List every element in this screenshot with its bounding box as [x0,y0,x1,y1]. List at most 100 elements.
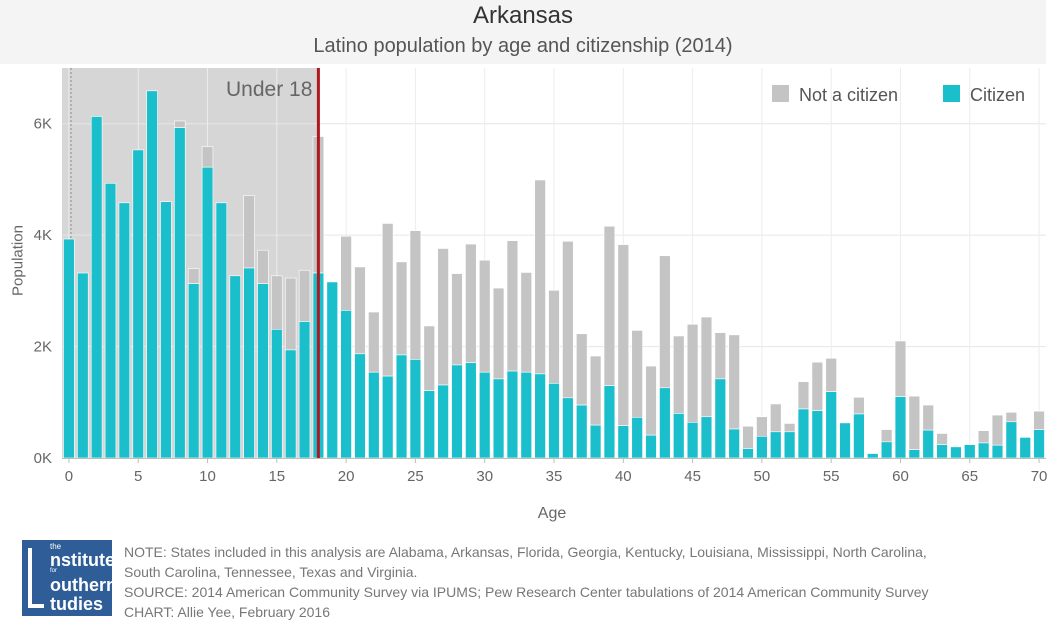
y-tick-label: 2K [34,339,52,356]
bar-not-citizen [894,340,907,398]
credit-line: CHART: Allie Yee, February 2016 [124,604,330,620]
bar-citizen [340,310,352,459]
bar-citizen [229,275,241,459]
bar-not-citizen [700,316,713,418]
bar-citizen [589,424,602,459]
bar-citizen [437,384,449,459]
bar-not-citizen [853,396,865,415]
bar-citizen [936,444,948,459]
logo-text-studies: tudies [50,594,104,614]
bar-not-citizen [354,266,366,355]
bar-citizen [756,435,768,459]
bar-citizen [90,116,103,459]
bar-citizen [326,281,338,459]
bar-not-citizen [645,365,657,436]
bar-not-citizen [991,414,1004,446]
note-line-2: South Carolina, Tennessee, Texas and Vir… [124,564,418,580]
bar-citizen [298,321,311,459]
bar-citizen [950,446,962,459]
bar-not-citizen [922,404,934,431]
bar-not-citizen [368,311,380,373]
bar-citizen [368,371,380,459]
bar-citizen [783,431,796,459]
bar-citizen [506,370,519,459]
y-axis-label: Population [9,225,27,296]
region-label: Under 18 [226,78,312,101]
bar-not-citizen [257,249,269,284]
bar-not-citizen [770,403,782,433]
bar-citizen [492,378,505,459]
bar-citizen [867,453,879,459]
bar-not-citizen [686,323,699,423]
chart-header: Arkansas Latino population by age and ci… [0,0,1046,64]
bar-citizen [160,201,172,459]
bar-citizen [118,202,131,459]
bar-not-citizen [797,381,810,410]
bar-not-citizen [437,248,449,386]
bar-not-citizen [936,433,948,445]
x-tick-label: 20 [338,468,355,485]
bar-citizen [853,413,865,459]
bar-not-citizen [589,355,602,426]
bar-not-citizen [977,430,990,444]
bar-not-citizen [1005,412,1018,423]
bar-citizen [562,397,574,459]
y-tick-label: 6K [34,116,52,133]
x-tick-label: 0 [65,468,73,485]
x-tick-label: 55 [823,468,840,485]
bar-not-citizen [576,333,588,406]
bar-citizen [964,444,976,459]
x-tick-label: 25 [407,468,424,485]
bar-not-citizen [243,195,255,269]
bar-not-citizen [548,290,560,384]
bar-citizen [811,410,824,459]
bar-citizen [243,267,255,459]
bar-not-citizen [880,429,893,443]
bar-not-citizen [340,235,352,311]
x-tick-label: 65 [961,468,978,485]
bar-citizen [257,283,269,459]
x-tick-label: 60 [892,468,909,485]
bar-not-citizen [465,243,477,364]
bar-not-citizen [201,146,214,168]
bar-not-citizen [478,259,491,373]
bar-citizen [520,371,532,459]
bar-not-citizen [409,230,422,360]
bar-not-citizen [520,272,532,373]
bar-citizen [645,434,657,459]
x-tick-label: 40 [615,468,632,485]
bar-citizen [395,354,408,459]
bar-not-citizen [506,240,519,372]
bar-citizen [284,349,297,459]
bar-citizen [132,149,144,459]
bar-not-citizen [714,332,727,380]
x-tick-label: 35 [546,468,563,485]
bar-not-citizen [825,357,837,392]
bar-not-citizen [174,120,186,128]
bar-citizen [728,428,740,459]
bar-not-citizen [187,268,200,284]
bar-citizen [880,441,893,459]
bar-not-citizen [492,287,505,380]
legend-swatch [772,85,789,102]
note-line-1: NOTE: States included in this analysis a… [124,544,927,560]
bar-not-citizen [562,240,574,399]
source-line: SOURCE: 2014 American Community Survey v… [124,584,929,600]
x-axis-label: Age [537,505,567,522]
bar-citizen [686,422,699,459]
bar-citizen [839,422,851,459]
bar-citizen [215,202,228,459]
bar-citizen [576,404,588,459]
bar-citizen [381,375,394,459]
x-tick-label: 30 [476,468,493,485]
bar-not-citizen [756,416,768,437]
bar-citizen [548,383,560,459]
logo-text-for: for [50,568,58,574]
bar-not-citizen [908,395,921,450]
logo-text-institute: nstitute [50,550,115,570]
bar-not-citizen [603,225,616,386]
bar-not-citizen [617,244,630,426]
bar-citizen [991,444,1004,459]
bar-citizen [534,373,546,459]
bar-citizen [617,425,630,459]
